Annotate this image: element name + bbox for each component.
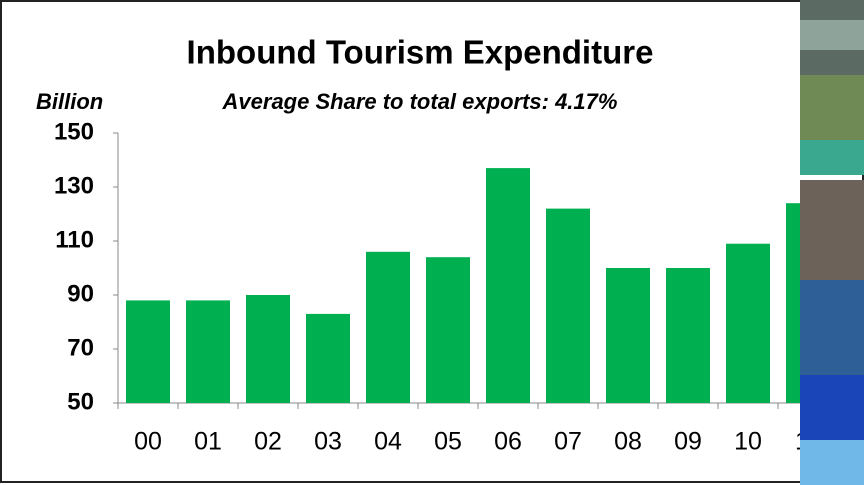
photo (800, 20, 864, 50)
y-tick-label: 90 (67, 280, 94, 307)
x-tick-label: 05 (434, 428, 462, 456)
x-tick-label: 09 (674, 428, 702, 456)
photo (800, 440, 864, 485)
x-tick-label: 03 (314, 428, 342, 456)
x-tick-label: 02 (254, 428, 282, 456)
chart: Inbound Tourism Expenditure Average Shar… (0, 0, 864, 485)
photo-strip (800, 0, 864, 485)
y-tick-label: 110 (55, 226, 94, 253)
x-tick-label: 07 (554, 428, 582, 456)
slide: Inbound Tourism Expenditure Average Shar… (0, 0, 864, 485)
y-tick-label: 70 (67, 334, 94, 361)
x-tick-label: 04 (374, 428, 402, 456)
chart-subtitle: Average Share to total exports: 4.17% (222, 89, 618, 114)
y-tick-label: 50 (67, 388, 94, 415)
photo (800, 280, 864, 375)
bar (306, 314, 350, 403)
y-axis-label: Billion (36, 89, 103, 114)
bar (366, 252, 410, 403)
bar (186, 300, 230, 403)
bar (666, 268, 710, 403)
bar (246, 295, 290, 403)
bar (606, 268, 650, 403)
y-tick-label: 150 (54, 118, 94, 145)
x-tick-label: 00 (134, 428, 162, 456)
chart-title: Inbound Tourism Expenditure (187, 34, 654, 71)
bar (546, 209, 590, 403)
bar (126, 300, 170, 403)
x-tick-label: 10 (734, 428, 762, 456)
bar (726, 244, 770, 403)
x-tick-label: 01 (194, 428, 222, 456)
photo (800, 140, 864, 175)
photo (800, 180, 864, 280)
bar (426, 257, 470, 403)
x-tick-label: 06 (494, 428, 522, 456)
frame (1, 1, 863, 482)
x-tick-label: 08 (614, 428, 642, 456)
bar (486, 168, 530, 403)
y-tick-label: 130 (54, 172, 94, 199)
